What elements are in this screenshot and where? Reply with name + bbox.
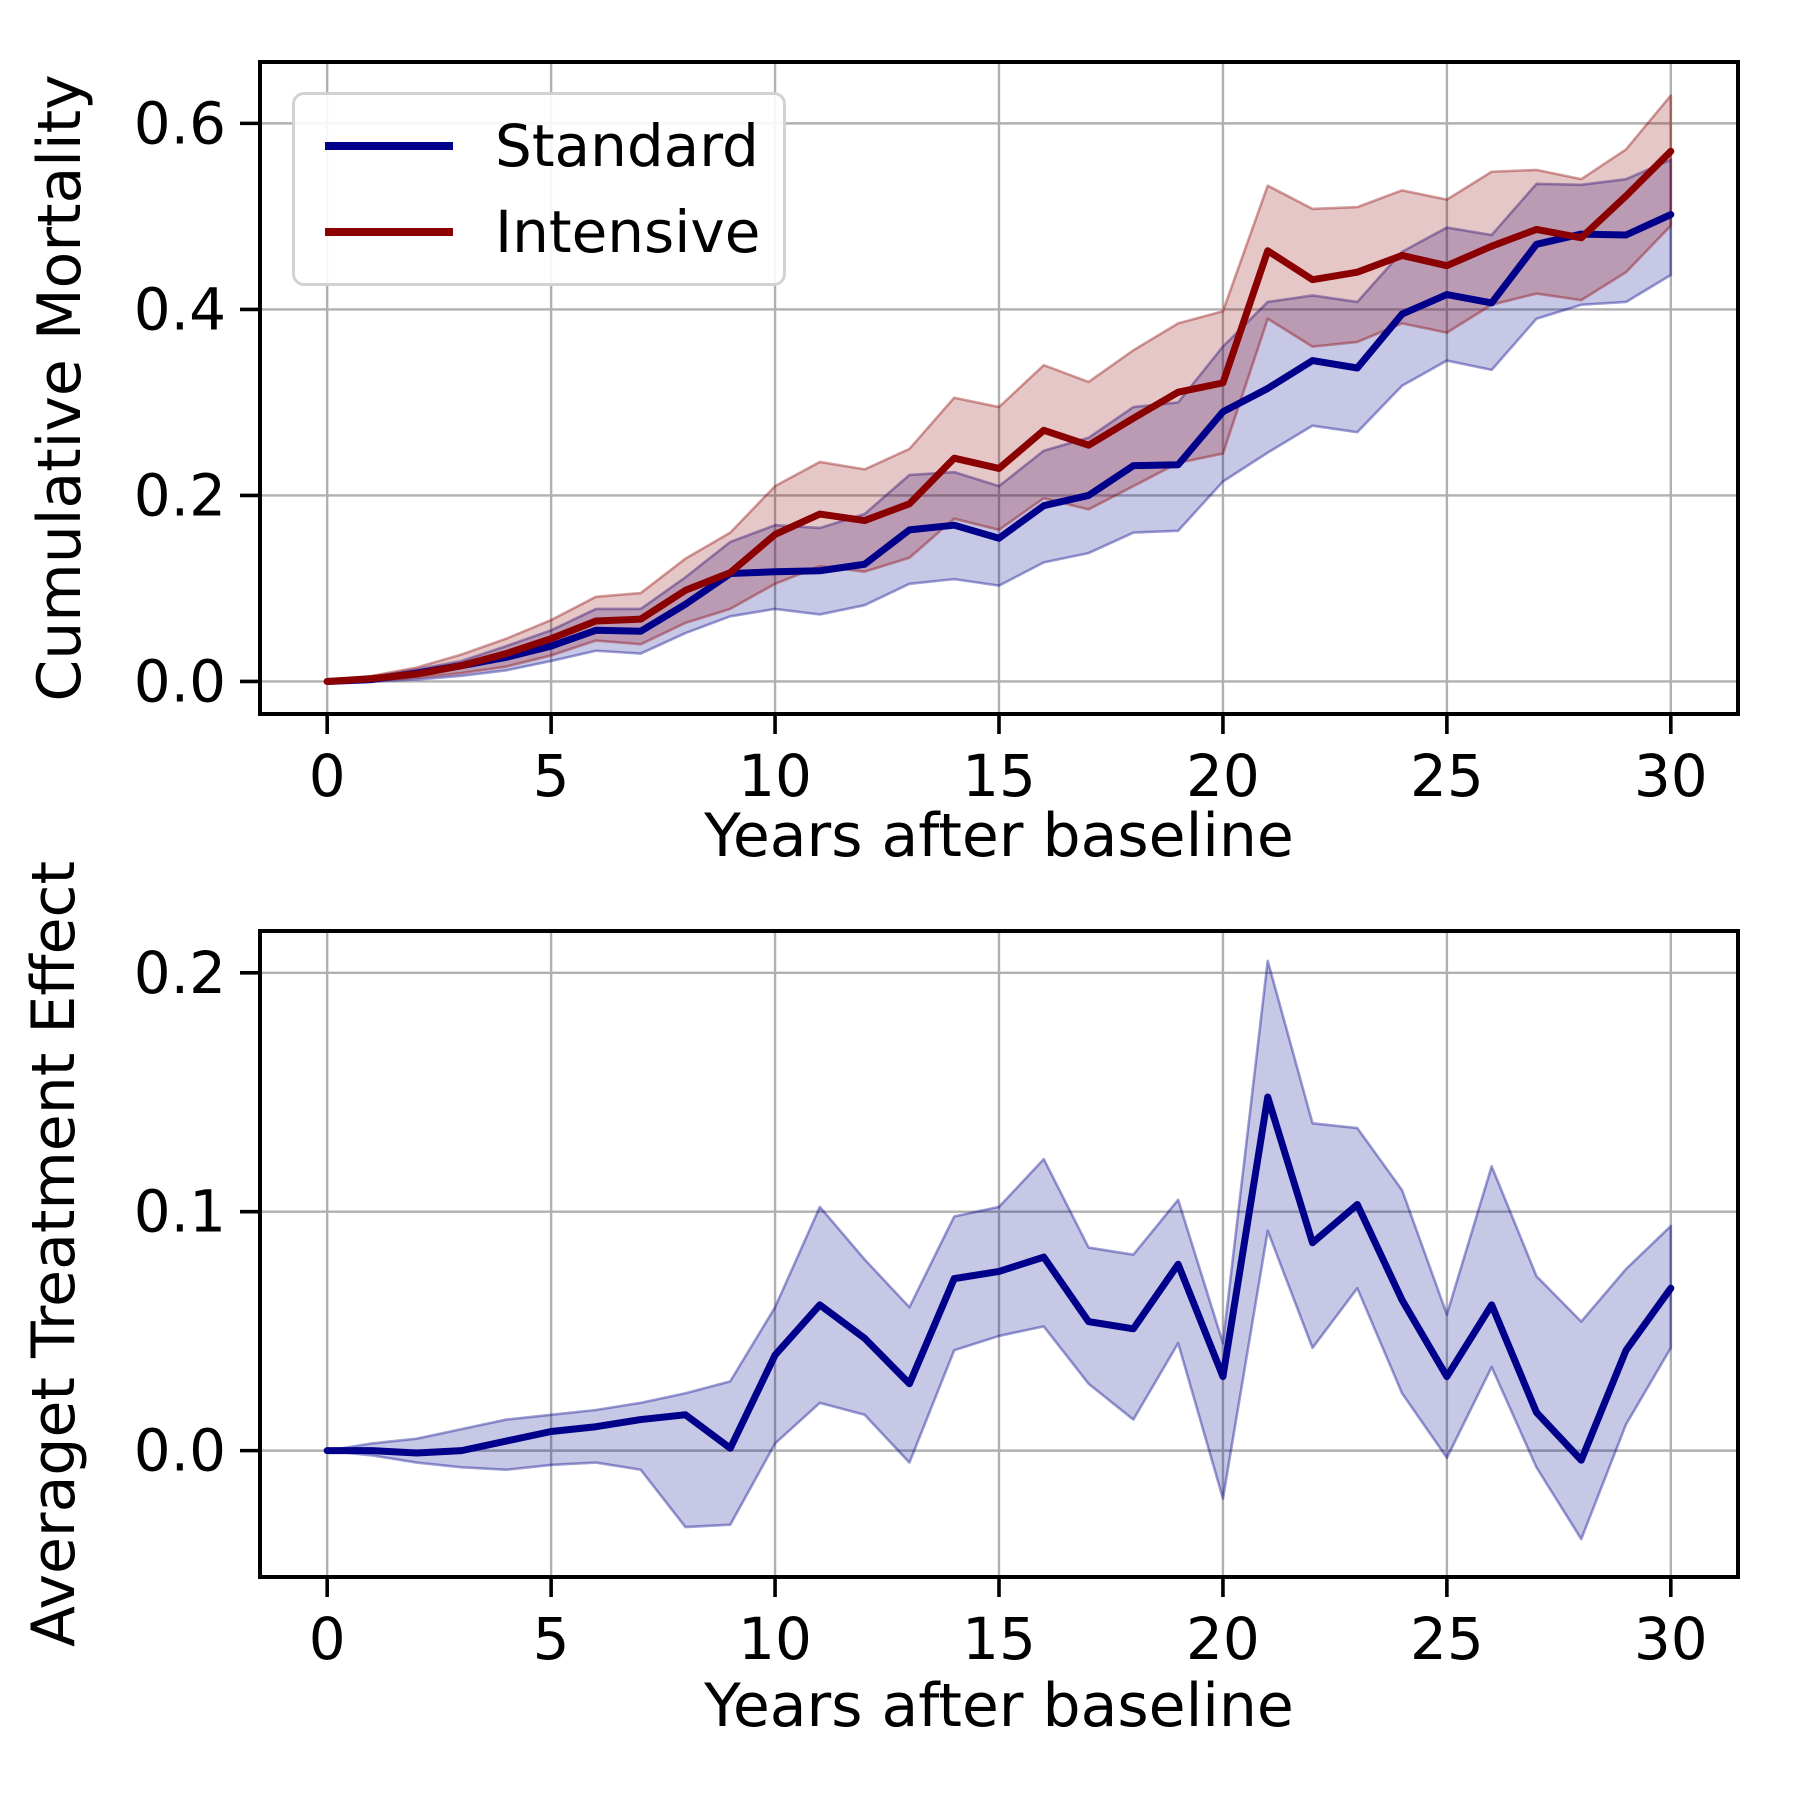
y-tick-label: 0.0	[134, 1417, 226, 1485]
y-tick-label: 0.2	[134, 939, 226, 1007]
y-tick-label: 0.0	[134, 647, 226, 715]
top-y-axis-label: Cumulative Mortality	[25, 74, 95, 701]
x-tick-label: 25	[1410, 1605, 1484, 1673]
legend: Standard Intensive	[292, 92, 786, 286]
top-x-axis-label: Years after baseline	[703, 801, 1294, 871]
mean-line-intensive	[323, 147, 1675, 685]
cumulative-mortality-chart: 0 5 10 15 20 25 30 0.0 0.2 0.4 0.6	[134, 60, 1740, 810]
x-tick-label: 0	[309, 742, 346, 810]
x-tick-label: 20	[1186, 1605, 1260, 1673]
legend-item-standard: Standard	[295, 112, 783, 180]
x-tick-label: 5	[533, 1605, 570, 1673]
y-tick-label: 0.2	[134, 461, 226, 529]
treatment-effect-chart: 0 5 10 15 20 25 30 0.0 0.1 0.2	[134, 929, 1740, 1673]
x-tick-label: 25	[1410, 742, 1484, 810]
x-tick-label: 0	[309, 1605, 346, 1673]
intensive-line-swatch	[325, 228, 453, 236]
x-tick-label: 15	[962, 1605, 1036, 1673]
legend-label-intensive: Intensive	[495, 198, 761, 266]
mean-line-ate	[323, 1093, 1675, 1464]
x-tick-label: 15	[962, 742, 1036, 810]
x-tick-label: 10	[738, 742, 812, 810]
x-tick-label: 30	[1634, 1605, 1708, 1673]
ci-band-intensive	[325, 94, 1673, 683]
bottom-y-axis-label: Averaget Treatment Effect	[19, 861, 89, 1647]
x-tick-label: 5	[533, 742, 570, 810]
y-tick-label: 0.4	[134, 275, 226, 343]
x-tick-label: 30	[1634, 742, 1708, 810]
mean-line-standard	[323, 211, 1675, 685]
x-tick-label: 10	[738, 1605, 812, 1673]
y-tick-label: 0.1	[134, 1178, 226, 1246]
x-tick-label: 20	[1186, 742, 1260, 810]
legend-item-intensive: Intensive	[295, 198, 783, 266]
y-tick-label: 0.6	[134, 89, 226, 157]
standard-line-swatch	[325, 142, 453, 150]
bottom-x-axis-label: Years after baseline	[703, 1671, 1294, 1741]
legend-label-standard: Standard	[495, 112, 759, 180]
